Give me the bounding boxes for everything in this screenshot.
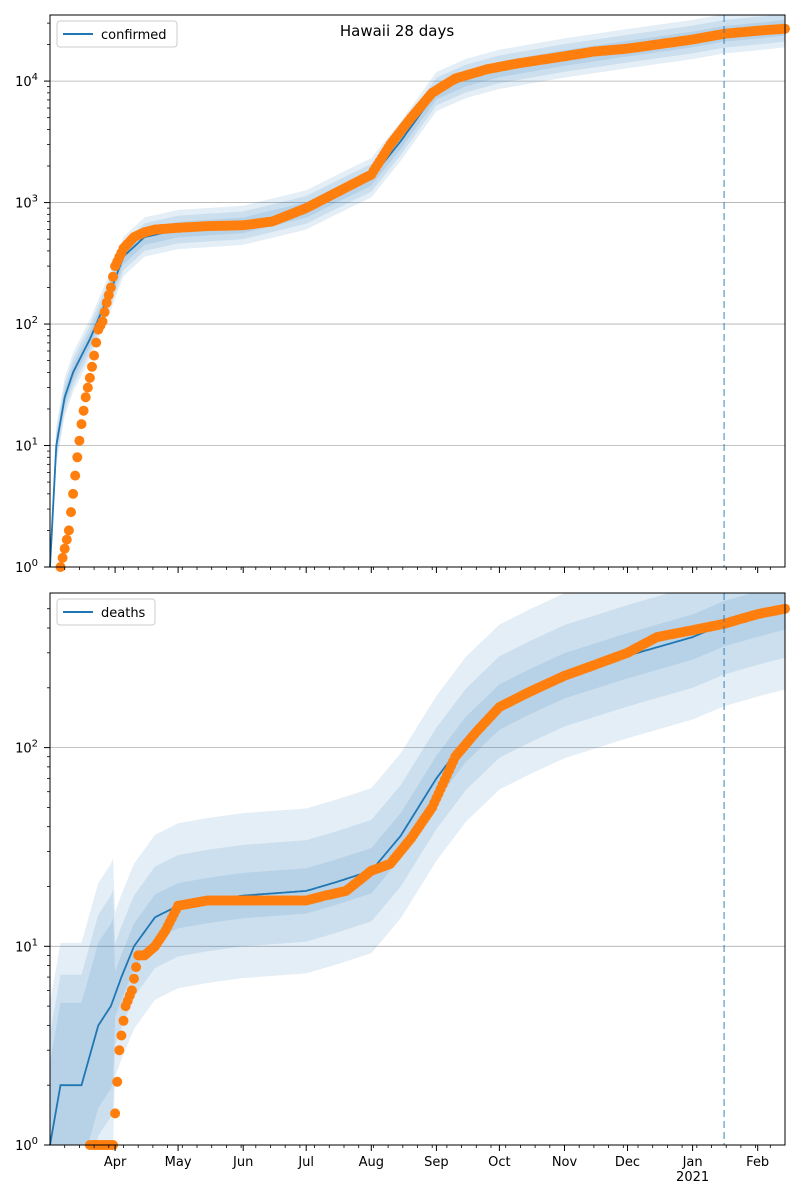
x-tick-label: Apr xyxy=(104,1155,127,1170)
observed-point xyxy=(129,973,139,984)
y-tick-label: 100 xyxy=(15,558,38,576)
observed-point xyxy=(97,316,108,327)
legend-label: deaths xyxy=(101,606,146,621)
observed-point xyxy=(74,435,85,446)
confirmed-x-axis xyxy=(64,567,771,573)
deaths-observed-points xyxy=(84,603,790,1150)
observed-point xyxy=(57,552,68,563)
observed-point xyxy=(126,985,137,996)
observed-point xyxy=(110,1108,121,1119)
y-tick-label: 101 xyxy=(15,437,38,455)
observed-point xyxy=(63,525,74,536)
observed-point xyxy=(72,452,83,463)
observed-point xyxy=(103,290,114,301)
y-tick-label: 102 xyxy=(15,315,38,333)
x-tick-label: Jan xyxy=(682,1155,703,1170)
prediction-band-2 xyxy=(50,593,785,1145)
deaths-prediction-bands xyxy=(50,593,785,1145)
deaths-y-axis: 100 101 102 xyxy=(15,608,50,1154)
observed-point xyxy=(59,543,70,554)
observed-point xyxy=(87,361,97,372)
y-tick-label: 102 xyxy=(15,739,38,757)
observed-point xyxy=(105,282,116,293)
observed-point xyxy=(116,1030,127,1041)
confirmed-legend: confirmed xyxy=(56,20,178,48)
legend-label: confirmed xyxy=(101,28,167,43)
prediction-band-1 xyxy=(50,593,785,1145)
y-tick-label: 100 xyxy=(15,1136,38,1154)
observed-point xyxy=(80,392,91,403)
y-tick-label: 104 xyxy=(15,72,38,90)
x-tick-label: Sep xyxy=(424,1155,449,1170)
observed-point xyxy=(76,419,87,430)
x-tick-label: Feb xyxy=(746,1155,769,1170)
x-tick-label: Aug xyxy=(359,1155,384,1170)
x-tick-label: Jun xyxy=(232,1155,253,1170)
observed-point xyxy=(112,1076,123,1087)
observed-point xyxy=(99,307,110,318)
observed-point xyxy=(131,962,142,973)
prediction-band-2 xyxy=(50,15,785,567)
y-tick-label: 103 xyxy=(15,194,38,212)
observed-point xyxy=(91,337,102,348)
observed-point xyxy=(68,488,79,499)
x-tick-label: Nov xyxy=(552,1155,578,1170)
x-tick-label: Jul xyxy=(297,1155,314,1170)
observed-point xyxy=(61,534,72,545)
confirmed-observed-points xyxy=(55,23,790,572)
deaths-panel: 100 101 102 Apr May Jun Jul Aug Sep Oct Nov Dec Jan… xyxy=(15,592,790,1185)
legend-box xyxy=(56,20,178,48)
confirmed-plot-frame xyxy=(49,14,786,568)
deaths-legend: deaths xyxy=(56,598,156,626)
confirmed-gridlines xyxy=(50,80,785,568)
confirmed-y-axis: 100 101 102 103 104 xyxy=(15,22,50,576)
observed-point xyxy=(82,382,93,393)
observed-point xyxy=(108,271,118,282)
observed-point xyxy=(66,507,76,518)
confirmed-panel: 100 101 102 103 104 confirmed xyxy=(15,14,790,576)
legend-box xyxy=(56,598,156,626)
observed-point xyxy=(78,405,89,416)
x-tick-label: May xyxy=(165,1155,192,1170)
prediction-band-1 xyxy=(50,15,785,567)
observed-point xyxy=(84,372,95,383)
observed-point xyxy=(70,470,81,481)
observed-point xyxy=(118,1015,129,1026)
x-tick-label: Dec xyxy=(615,1155,640,1170)
x-tick-label: Oct xyxy=(488,1155,510,1170)
prediction-band-3 xyxy=(50,593,785,1145)
observed-point xyxy=(89,350,100,361)
observed-point xyxy=(101,297,112,308)
observed-point xyxy=(114,1045,125,1056)
figure-title: Hawaii 28 days xyxy=(340,22,454,40)
x-year-label: 2021 xyxy=(676,1170,709,1185)
confirmed-prediction-bands xyxy=(50,15,785,567)
y-tick-label: 101 xyxy=(15,937,38,955)
